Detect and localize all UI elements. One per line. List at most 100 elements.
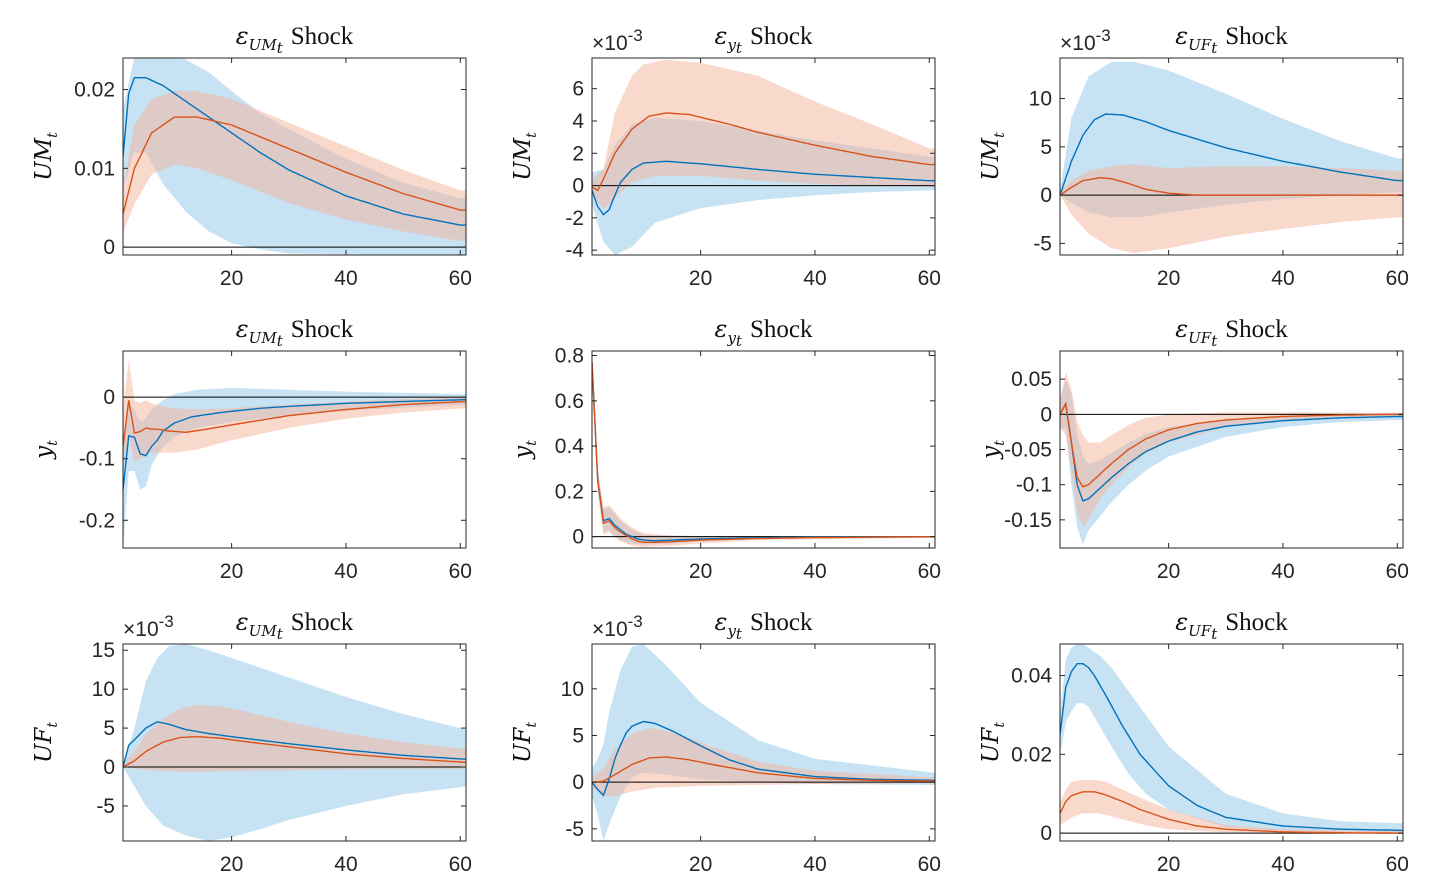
plot-content bbox=[1060, 372, 1403, 545]
y-tick-label: 0 bbox=[572, 526, 584, 549]
band-series-0 bbox=[592, 644, 935, 841]
panel-title: εyt Shock bbox=[715, 608, 813, 643]
title-epsilon: ε bbox=[1175, 315, 1188, 343]
panel-title: εUMt Shock bbox=[236, 22, 354, 57]
plot-content bbox=[1060, 644, 1403, 834]
band-series-1 bbox=[592, 59, 935, 210]
plot-area bbox=[592, 351, 935, 548]
title-epsilon: ε bbox=[1175, 608, 1188, 636]
axes-box bbox=[591, 643, 936, 842]
title-subscript-t: t bbox=[736, 625, 743, 643]
y-label-subscript: t bbox=[45, 722, 61, 728]
y-axis-label: UFt bbox=[510, 722, 540, 763]
title-subscript-t: t bbox=[1211, 39, 1218, 57]
line-series-0 bbox=[592, 160, 935, 216]
y-label-subscript: t bbox=[992, 440, 1008, 446]
band-series-1 bbox=[592, 355, 935, 547]
x-tick-label: 40 bbox=[334, 560, 357, 583]
title-subscript-t: t bbox=[736, 332, 743, 350]
x-tick-label: 40 bbox=[1271, 560, 1294, 583]
plot-content bbox=[592, 355, 935, 547]
title-subscript: UF bbox=[1188, 36, 1212, 54]
plot-content bbox=[1060, 61, 1403, 254]
x-tick-label: 40 bbox=[334, 267, 357, 290]
title-subscript-t: t bbox=[277, 332, 284, 350]
y-label-subscript: t bbox=[45, 132, 61, 138]
y-tick-label: 0.02 bbox=[74, 79, 115, 102]
y-axis-label: yt bbox=[978, 440, 1008, 460]
line-series-1 bbox=[1060, 176, 1403, 196]
band-series-0 bbox=[1060, 644, 1403, 833]
exponent-base: ×10 bbox=[592, 32, 628, 55]
title-shock-word: Shock bbox=[291, 316, 354, 343]
plot-content bbox=[592, 644, 935, 841]
y-tick-label: 2 bbox=[572, 142, 584, 165]
y-tick-label: 0 bbox=[103, 386, 115, 409]
title-epsilon: ε bbox=[236, 608, 249, 636]
title-epsilon: ε bbox=[715, 608, 728, 636]
y-label-main: UF bbox=[31, 727, 57, 763]
y-tick-label: 15 bbox=[92, 639, 115, 662]
x-tick-label: 60 bbox=[918, 853, 941, 876]
band-series-1 bbox=[1060, 779, 1403, 834]
y-tick-label: -4 bbox=[565, 239, 584, 262]
band-series-1 bbox=[1060, 164, 1403, 254]
y-tick-label: 0 bbox=[572, 175, 584, 198]
y-label-main: UF bbox=[510, 727, 536, 763]
line-series-0 bbox=[1060, 113, 1403, 196]
exponent-power: -3 bbox=[159, 612, 174, 631]
band-series-1 bbox=[123, 704, 466, 772]
y-axis-label: UMt bbox=[978, 132, 1008, 181]
x-tick-label: 60 bbox=[449, 560, 472, 583]
title-subscript-t: t bbox=[1211, 625, 1218, 643]
title-shock-word: Shock bbox=[291, 23, 354, 50]
title-epsilon: ε bbox=[236, 22, 249, 50]
title-epsilon: ε bbox=[715, 22, 728, 50]
title-subscript: y bbox=[726, 622, 736, 640]
panel-title: εUFt Shock bbox=[1175, 608, 1288, 643]
y-tick-label: -2 bbox=[565, 207, 584, 230]
title-subscript: UM bbox=[249, 36, 278, 54]
x-tick-label: 20 bbox=[689, 560, 712, 583]
y-label-subscript: t bbox=[524, 440, 540, 446]
line-series-1 bbox=[123, 116, 466, 215]
title-epsilon: ε bbox=[715, 315, 728, 343]
axes-box bbox=[591, 57, 936, 256]
panel-title: εyt Shock bbox=[715, 315, 813, 350]
exponent-power: -3 bbox=[628, 26, 643, 45]
plot-content bbox=[592, 59, 935, 255]
exponent-label: ×10-3 bbox=[123, 612, 174, 641]
axes-box bbox=[122, 57, 467, 256]
y-tick-label: -0.1 bbox=[1016, 474, 1052, 497]
y-tick-label: 0 bbox=[1040, 822, 1052, 845]
title-shock-word: Shock bbox=[750, 609, 813, 636]
line-series-1 bbox=[123, 400, 466, 447]
y-axis-label: yt bbox=[31, 440, 61, 460]
x-tick-label: 60 bbox=[1386, 853, 1409, 876]
y-tick-label: 0 bbox=[572, 771, 584, 794]
x-tick-label: 20 bbox=[220, 267, 243, 290]
plot-content bbox=[123, 58, 466, 255]
y-tick-label: 0.4 bbox=[555, 435, 585, 458]
y-tick-label: 0.02 bbox=[1011, 743, 1052, 766]
title-subscript: UF bbox=[1188, 329, 1212, 347]
y-tick-label: 4 bbox=[572, 110, 584, 133]
panel-title: εUFt Shock bbox=[1175, 315, 1288, 350]
y-tick-label: -5 bbox=[1033, 232, 1052, 255]
y-tick-label: 0 bbox=[103, 236, 115, 259]
band-series-0 bbox=[1060, 379, 1403, 545]
x-tick-label: 60 bbox=[918, 267, 941, 290]
y-label-main: UM bbox=[510, 136, 536, 180]
line-series-1 bbox=[592, 756, 935, 783]
exponent-label: ×10-3 bbox=[1060, 26, 1111, 55]
y-tick-label: 0 bbox=[103, 756, 115, 779]
y-label-main: y bbox=[978, 445, 1004, 460]
y-tick-label: 10 bbox=[561, 678, 584, 701]
exponent-power: -3 bbox=[628, 612, 643, 631]
x-tick-label: 40 bbox=[803, 853, 826, 876]
